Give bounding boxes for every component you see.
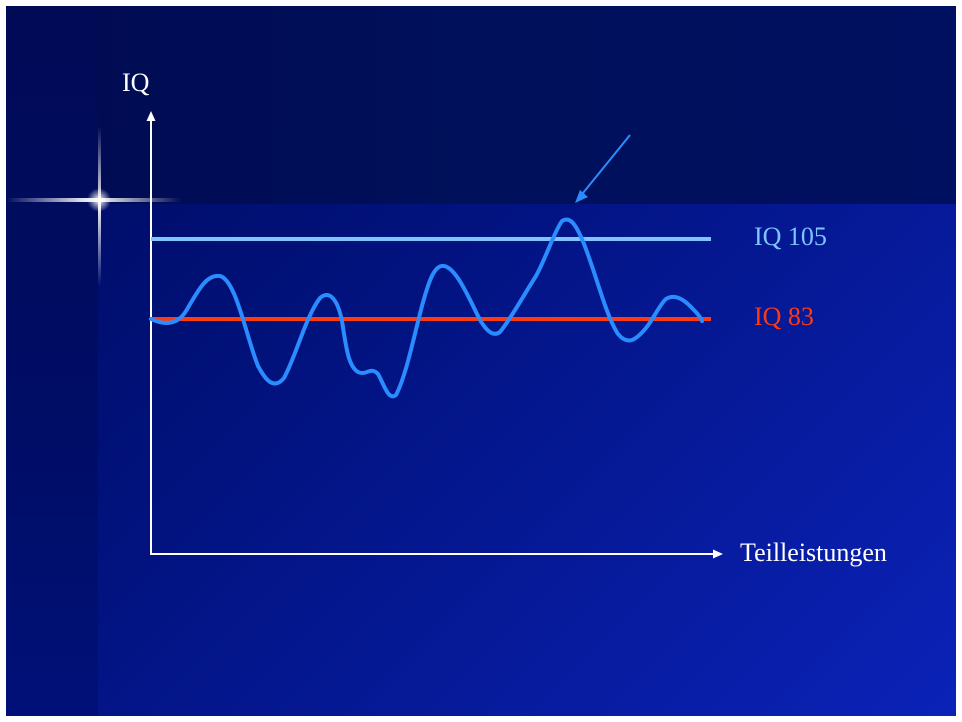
peak-indicator-arrow <box>575 134 631 203</box>
sparkle-decoration <box>6 126 181 286</box>
x-axis <box>150 549 723 559</box>
x-axis-label: Teilleistungen <box>740 538 887 567</box>
x-axis-arrowhead-icon <box>713 549 723 559</box>
label-iq-83: IQ 83 <box>754 302 814 331</box>
arrowhead-icon <box>575 190 588 203</box>
iq-diagram <box>6 111 723 559</box>
label-iq-105: IQ 105 <box>754 222 827 251</box>
slide-top-band <box>6 6 956 204</box>
slide-left-band <box>6 6 98 716</box>
performance-curve <box>149 217 704 399</box>
slide: IQ IQ 105 IQ 83 Teilleistungen <box>6 6 956 716</box>
y-axis-label: IQ <box>122 68 150 97</box>
y-axis <box>146 111 156 554</box>
y-axis-arrowhead-icon <box>146 111 156 121</box>
